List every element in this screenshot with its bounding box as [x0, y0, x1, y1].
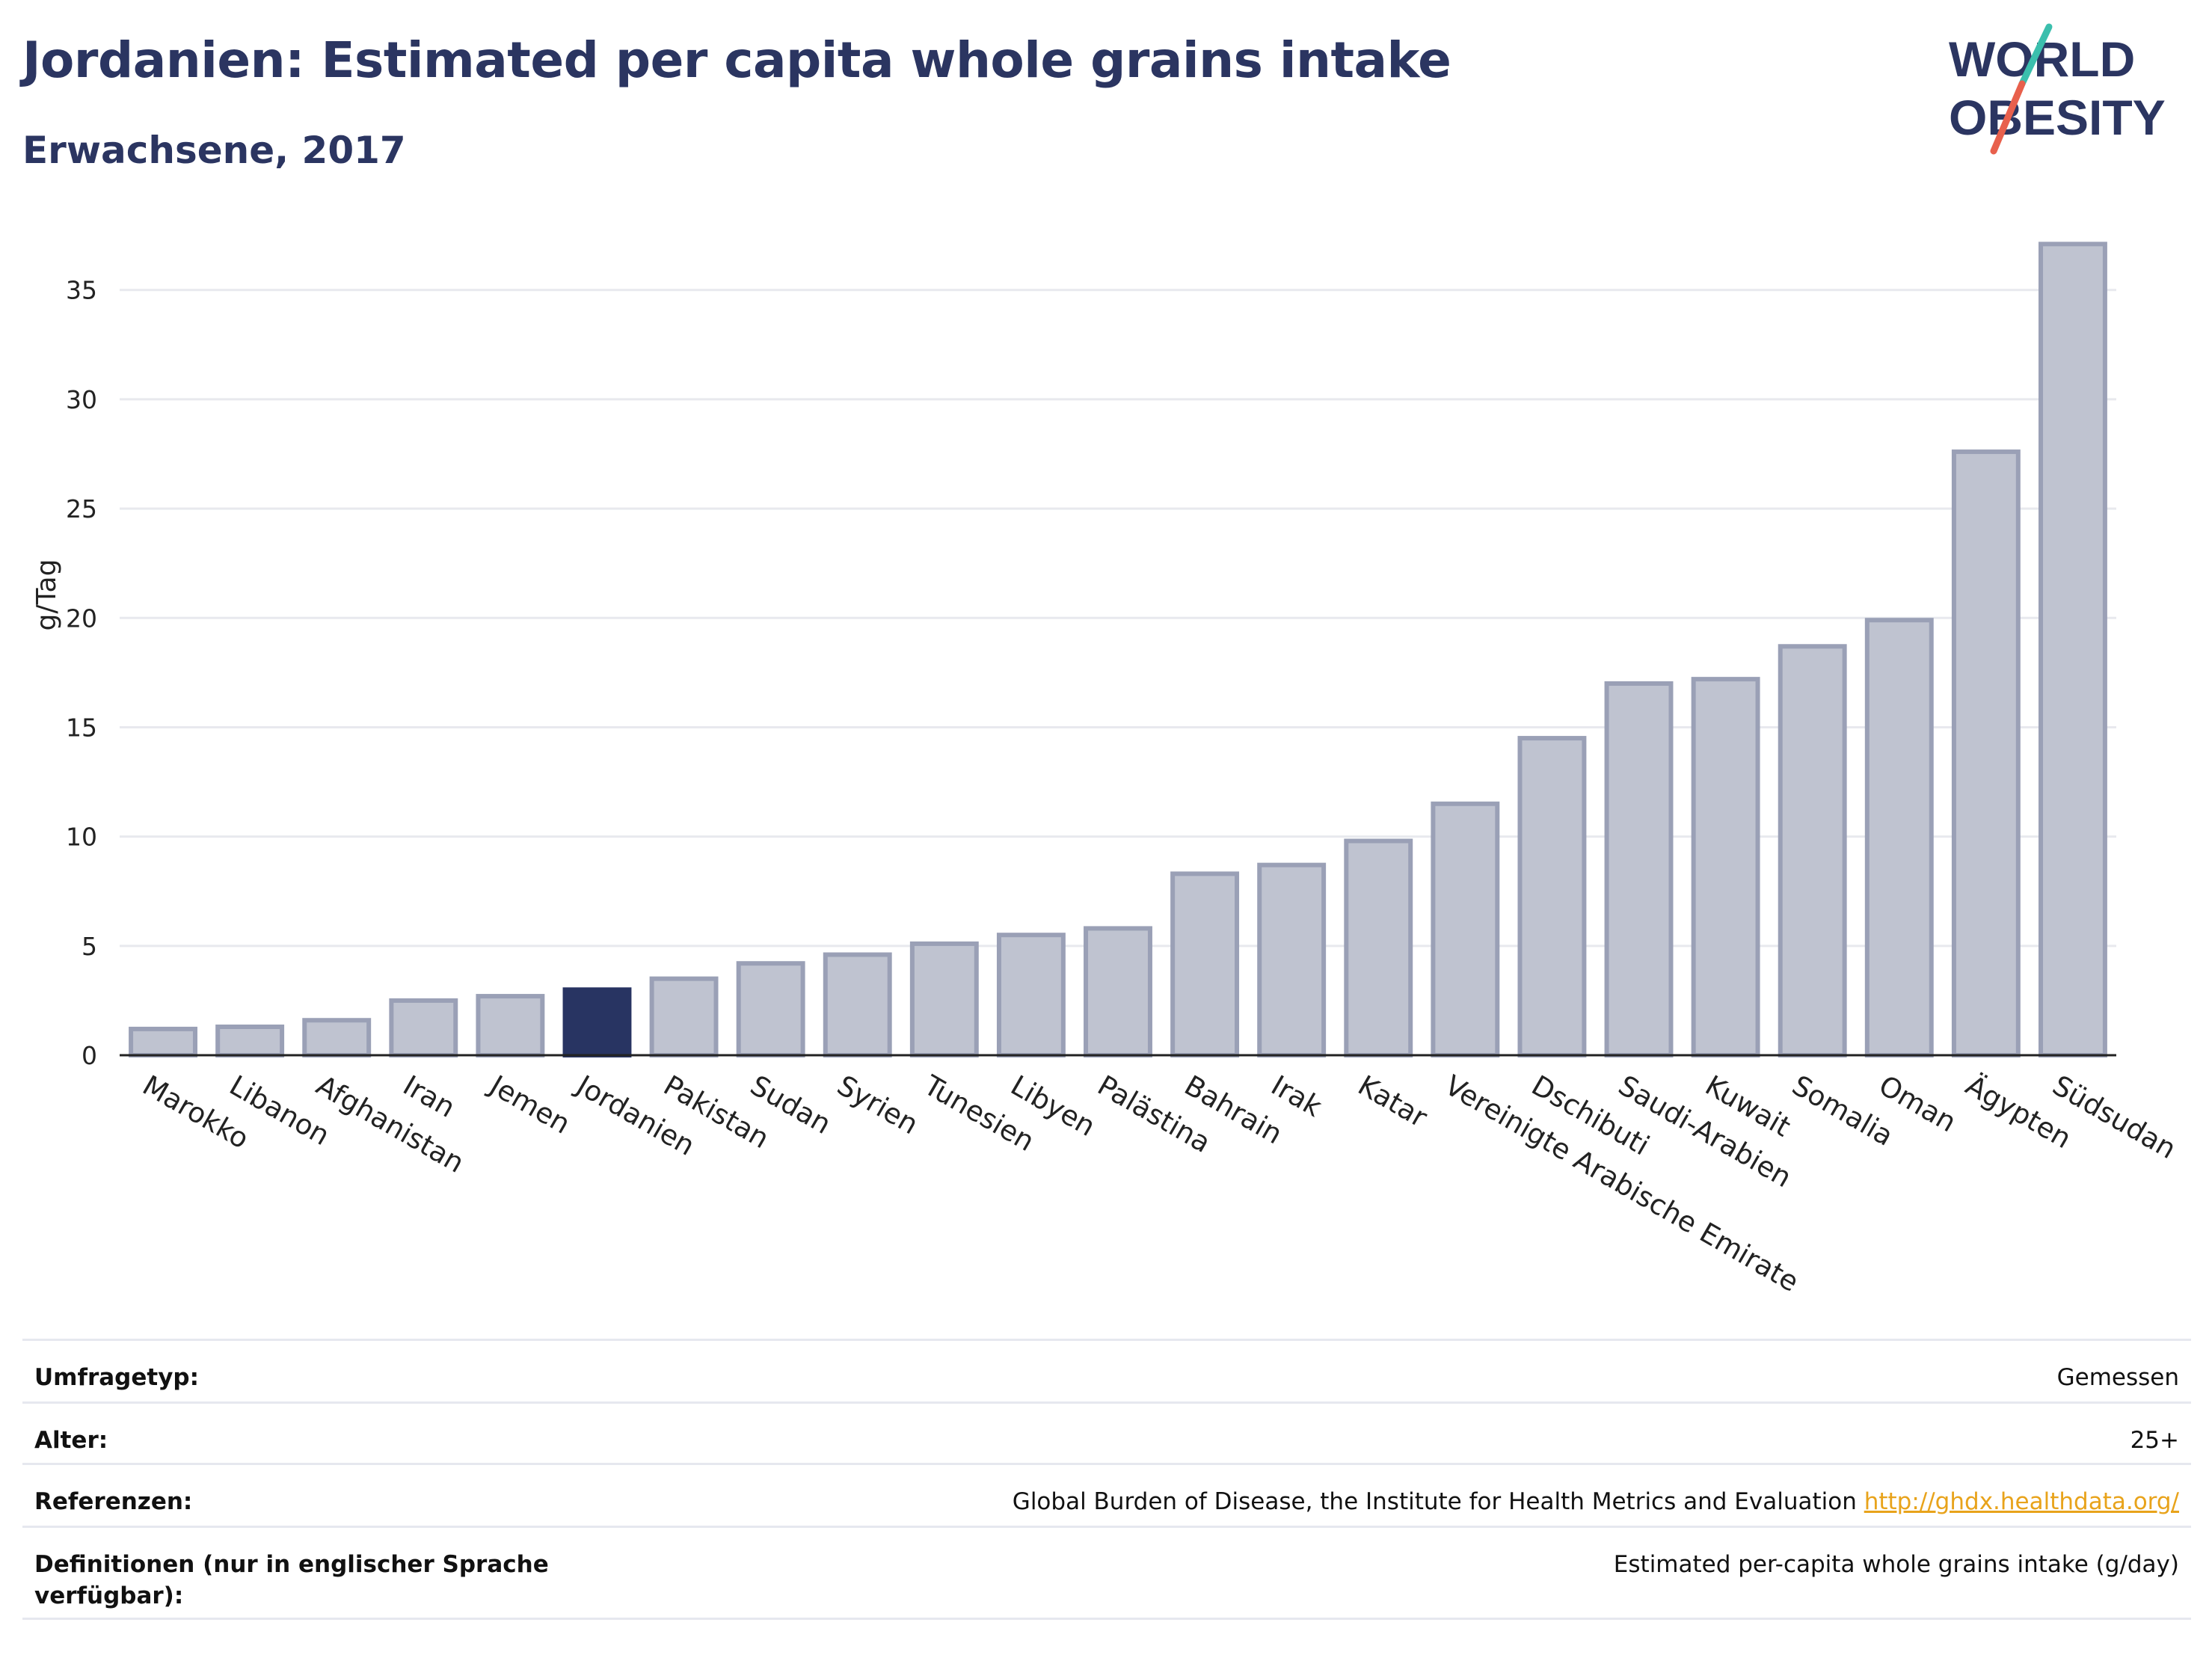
info-value-text: Global Burden of Disease, the Institute … — [1012, 1488, 1857, 1515]
info-row: Definitionen (nur in englischer Sprache … — [22, 1526, 2191, 1620]
bar-country — [389, 998, 458, 1057]
info-label: Alter: — [34, 1427, 108, 1454]
y-tick-label: 30 — [66, 385, 97, 414]
info-label: Umfragetyp: — [34, 1364, 199, 1391]
info-value: Estimated per-capita whole grains intake… — [1614, 1549, 2179, 1580]
x-tick-label: Südsudan — [2047, 1069, 2181, 1166]
bar-country — [2039, 242, 2107, 1058]
reference-link[interactable]: http://ghdx.healthdata.org/ — [1864, 1488, 2179, 1515]
y-axis-label: g/Tag — [31, 559, 62, 631]
bar-country — [1431, 801, 1500, 1058]
logo-slash-upper — [2018, 23, 2053, 87]
y-tick-label: 20 — [66, 604, 97, 633]
y-tick-label: 35 — [66, 276, 97, 305]
bar-chart: 05101520253035g/TagMarokkoLibanonAfghani… — [31, 242, 2181, 1298]
bar-country — [1951, 449, 2021, 1057]
bar-country — [1517, 736, 1587, 1057]
bar-country — [996, 933, 1066, 1058]
x-tick-label: Syrien — [832, 1069, 924, 1141]
y-tick-label: 15 — [66, 713, 97, 742]
bar-country — [1864, 618, 1934, 1057]
bar-country — [1257, 862, 1327, 1058]
x-tick-label: Katar — [1353, 1069, 1434, 1134]
logo-slash-lower — [1990, 80, 2026, 155]
bar-country — [1691, 677, 1760, 1058]
bar-country — [215, 1024, 285, 1057]
bar-country — [1344, 838, 1413, 1058]
info-label: Referenzen: — [34, 1488, 193, 1515]
chart-title: Jordanien: Estimated per capita whole gr… — [22, 31, 1451, 89]
y-tick-label: 10 — [66, 823, 97, 852]
info-row: Referenzen: Global Burden of Disease, the… — [22, 1463, 2191, 1526]
bar-country — [1170, 871, 1240, 1058]
bar-country — [649, 976, 719, 1057]
info-table: Umfragetyp: Gemessen Alter: 25+ Referenzen: G… — [22, 1339, 2191, 1620]
info-value-text: Gemessen — [2056, 1364, 2179, 1391]
logo-text-obesity: OBESITY — [1949, 90, 2166, 145]
bar-country — [823, 952, 892, 1057]
world-obesity-logo: WORLD OBESITY — [1949, 23, 2166, 155]
bar-country — [1778, 644, 1847, 1057]
bar-country — [302, 1018, 372, 1058]
bar-country — [1084, 926, 1152, 1057]
y-tick-label: 5 — [82, 932, 97, 961]
info-row: Alter: 25+ — [22, 1401, 2191, 1463]
bar-country — [129, 1026, 197, 1057]
bar-highlight — [562, 987, 632, 1057]
x-tick-label: Jemen — [483, 1069, 576, 1140]
bar-country — [736, 961, 805, 1058]
chart-subtitle: Erwachsene, 2017 — [22, 129, 406, 172]
bar-country — [909, 941, 979, 1057]
info-value: Gemessen — [2057, 1362, 2179, 1393]
bar-country — [476, 994, 545, 1058]
info-value-text: 25+ — [2130, 1427, 2179, 1454]
y-tick-label: 0 — [82, 1041, 97, 1070]
bar-country — [1604, 681, 1674, 1057]
info-value-text: Estimated per-capita whole grains intake… — [1613, 1551, 2179, 1578]
info-value: 25+ — [2130, 1425, 2179, 1456]
info-row: Umfragetyp: Gemessen — [22, 1339, 2191, 1401]
info-value: Global Burden of Disease, the Institute … — [1013, 1486, 2179, 1517]
y-tick-label: 25 — [66, 494, 97, 523]
info-label: Definitionen (nur in englischer Sprache … — [34, 1551, 549, 1609]
